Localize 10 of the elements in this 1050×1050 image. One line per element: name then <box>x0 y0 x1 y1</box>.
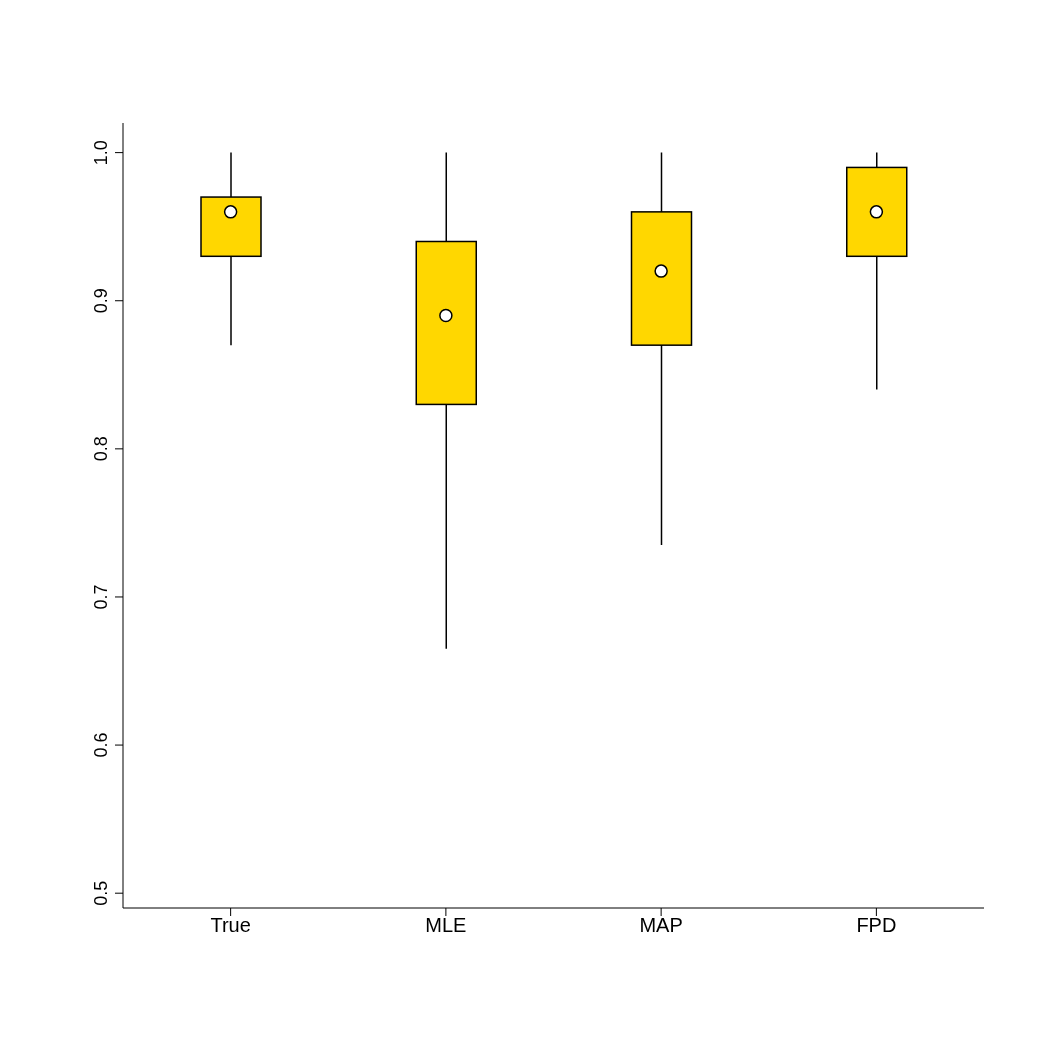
y-tick-label: 0.9 <box>91 288 111 314</box>
y-tick-label: 0.6 <box>91 732 111 758</box>
x-tick-label: MLE <box>425 914 467 937</box>
x-tick-label: True <box>210 914 251 937</box>
x-tick-label: MAP <box>639 914 683 937</box>
y-tick-label: 0.8 <box>91 436 111 462</box>
y-tick-label: 1.0 <box>91 140 111 166</box>
y-tick-label: 0.7 <box>91 584 111 610</box>
y-tick-label: 0.5 <box>91 880 111 906</box>
x-tick-label: FPD <box>856 914 897 937</box>
